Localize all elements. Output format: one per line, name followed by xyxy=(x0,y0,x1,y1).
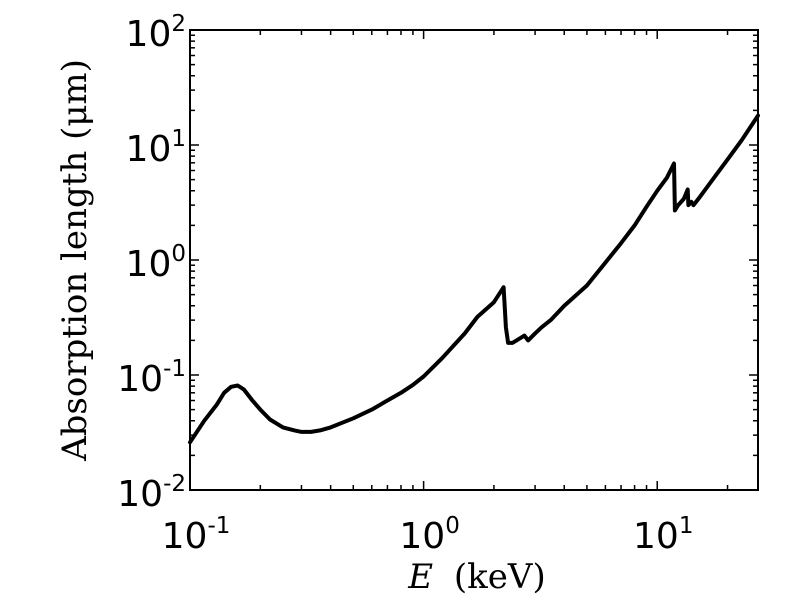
x-tick-label: 101 xyxy=(633,513,693,557)
x-tick-labels: 10-1 100 101 xyxy=(162,513,694,557)
x-axis-label-unit: (keV) xyxy=(454,557,546,597)
y-tick-labels: 10-2 10-1 100 101 102 xyxy=(117,11,186,515)
y-tick-label: 102 xyxy=(126,11,186,55)
y-axis-label: Absorption length (μm) xyxy=(55,59,95,462)
y-tick-label: 10-2 xyxy=(117,471,186,515)
plot-frame xyxy=(189,29,759,491)
series-line xyxy=(188,113,760,445)
x-tick-label: 100 xyxy=(399,513,459,557)
x-tick-label: 10-1 xyxy=(162,513,231,557)
x-axis-label: E (keV) xyxy=(407,557,545,597)
y-tick-label: 10-1 xyxy=(117,356,186,400)
y-tick-label: 100 xyxy=(126,241,186,285)
x-axis-label-variable: E xyxy=(407,557,433,597)
y-tick-label: 101 xyxy=(126,126,186,170)
